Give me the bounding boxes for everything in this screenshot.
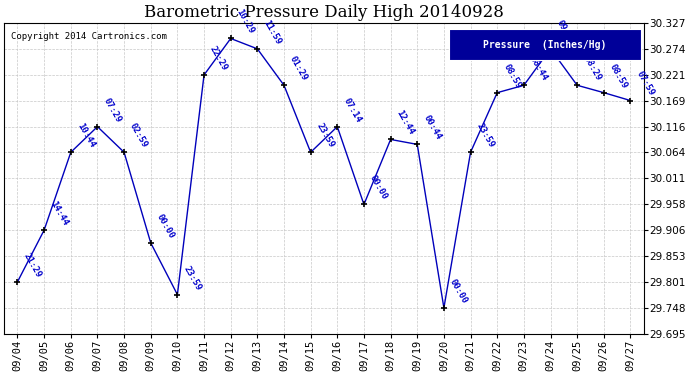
Text: 12:44: 12:44 (395, 109, 416, 136)
Text: 23:59: 23:59 (181, 264, 203, 292)
Text: 02:59: 02:59 (128, 122, 150, 150)
Text: 00:00: 00:00 (155, 212, 176, 240)
Text: 07:14: 07:14 (342, 96, 363, 124)
Text: 08:59: 08:59 (608, 62, 629, 90)
Text: 01:29: 01:29 (288, 55, 309, 82)
Text: 00:00: 00:00 (368, 174, 389, 202)
Text: 10:44: 10:44 (75, 122, 96, 150)
Text: Copyright 2014 Cartronics.com: Copyright 2014 Cartronics.com (10, 32, 166, 41)
Text: 08:59: 08:59 (502, 62, 522, 90)
Text: 07:59: 07:59 (635, 70, 656, 98)
Text: 14:44: 14:44 (48, 200, 70, 227)
Text: 10:29: 10:29 (235, 8, 256, 36)
Text: 00:00: 00:00 (448, 278, 469, 305)
Text: 23:59: 23:59 (315, 122, 336, 150)
Text: 23:59: 23:59 (475, 122, 496, 150)
Title: Barometric Pressure Daily High 20140928: Barometric Pressure Daily High 20140928 (144, 4, 504, 21)
Text: 21:29: 21:29 (21, 251, 43, 279)
Text: 09:29: 09:29 (555, 18, 576, 46)
Text: 08:29: 08:29 (581, 55, 602, 82)
Text: 07:29: 07:29 (101, 96, 123, 124)
Text: 11:59: 11:59 (262, 18, 283, 46)
Text: 00:44: 00:44 (422, 114, 443, 142)
Text: 08:44: 08:44 (528, 55, 549, 82)
Text: 22:29: 22:29 (208, 44, 230, 72)
